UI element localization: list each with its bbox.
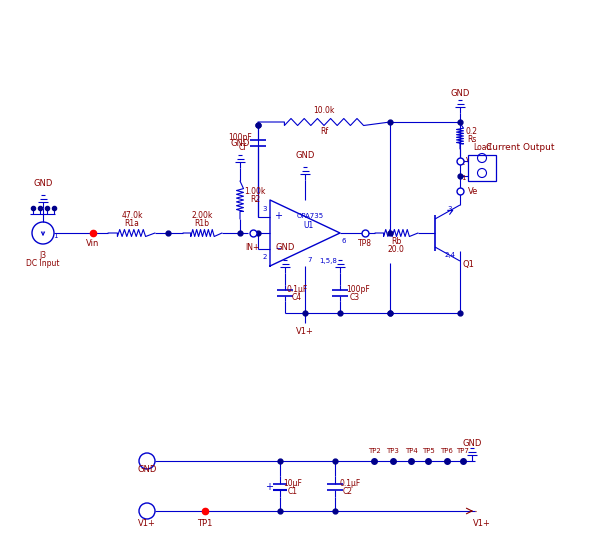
Text: 2,4: 2,4 xyxy=(445,252,455,258)
Text: IN+: IN+ xyxy=(245,242,259,251)
Text: Q1: Q1 xyxy=(462,261,474,269)
Text: 1.00k: 1.00k xyxy=(244,187,266,197)
Text: C3: C3 xyxy=(350,293,360,301)
Text: +: + xyxy=(265,483,273,493)
Text: GND: GND xyxy=(462,440,482,449)
Text: TP1: TP1 xyxy=(197,520,213,528)
Text: V1+: V1+ xyxy=(138,518,156,527)
Text: 0.1µF: 0.1µF xyxy=(286,284,308,294)
Text: 3: 3 xyxy=(448,206,452,212)
Text: TP6: TP6 xyxy=(440,448,454,454)
Text: OPA735: OPA735 xyxy=(296,213,324,219)
Text: V1+: V1+ xyxy=(296,327,314,336)
Text: GND: GND xyxy=(137,464,157,473)
FancyBboxPatch shape xyxy=(468,155,496,181)
Text: 20.0: 20.0 xyxy=(387,246,405,255)
Text: Rf: Rf xyxy=(320,127,328,136)
Text: 10.0k: 10.0k xyxy=(313,106,335,116)
Text: Current Output: Current Output xyxy=(486,143,554,153)
Text: R1a: R1a xyxy=(125,219,139,229)
Text: 2: 2 xyxy=(461,160,465,166)
Text: 2: 2 xyxy=(263,254,267,260)
Text: DC Input: DC Input xyxy=(26,260,60,268)
Text: C2: C2 xyxy=(343,488,353,496)
Text: TP3: TP3 xyxy=(387,448,399,454)
Text: TP8: TP8 xyxy=(358,239,372,247)
Text: 1: 1 xyxy=(53,233,57,239)
Text: 10µF: 10µF xyxy=(284,479,302,489)
Text: 1: 1 xyxy=(461,175,465,181)
Text: 3: 3 xyxy=(263,206,267,212)
Text: 100pF: 100pF xyxy=(346,284,370,294)
Text: TP4: TP4 xyxy=(405,448,417,454)
Text: GND: GND xyxy=(451,89,470,98)
Text: TP2: TP2 xyxy=(368,448,380,454)
Text: R2: R2 xyxy=(250,196,260,204)
Text: 47.0k: 47.0k xyxy=(121,212,143,220)
Text: R1b: R1b xyxy=(194,219,210,229)
Text: Vrs: Vrs xyxy=(466,156,480,165)
Text: Ve: Ve xyxy=(468,186,478,196)
Text: TP5: TP5 xyxy=(421,448,434,454)
Text: –: – xyxy=(275,243,281,253)
Text: 0.2: 0.2 xyxy=(466,127,478,136)
Text: 100pF: 100pF xyxy=(228,133,252,143)
Text: 0.1µF: 0.1µF xyxy=(339,479,361,489)
Text: J3: J3 xyxy=(39,251,46,260)
Text: V1+: V1+ xyxy=(473,518,491,527)
Text: Vin: Vin xyxy=(86,239,100,247)
Text: 7: 7 xyxy=(308,257,312,263)
Text: Load: Load xyxy=(473,143,491,153)
Text: 6: 6 xyxy=(342,238,346,244)
Text: U1: U1 xyxy=(303,220,313,230)
Text: GND: GND xyxy=(275,244,294,252)
Text: 2.00k: 2.00k xyxy=(191,212,213,220)
Text: C4: C4 xyxy=(292,293,302,301)
Text: GND: GND xyxy=(230,138,250,148)
Text: GND: GND xyxy=(33,179,52,187)
Text: TP7: TP7 xyxy=(457,448,470,454)
Text: Rb: Rb xyxy=(391,237,401,246)
Text: +: + xyxy=(274,211,282,221)
Text: C1: C1 xyxy=(288,488,298,496)
Text: Rs: Rs xyxy=(467,134,477,143)
Text: 1,5,8: 1,5,8 xyxy=(319,258,337,264)
Text: Cf: Cf xyxy=(239,143,247,152)
Text: GND: GND xyxy=(295,152,315,160)
